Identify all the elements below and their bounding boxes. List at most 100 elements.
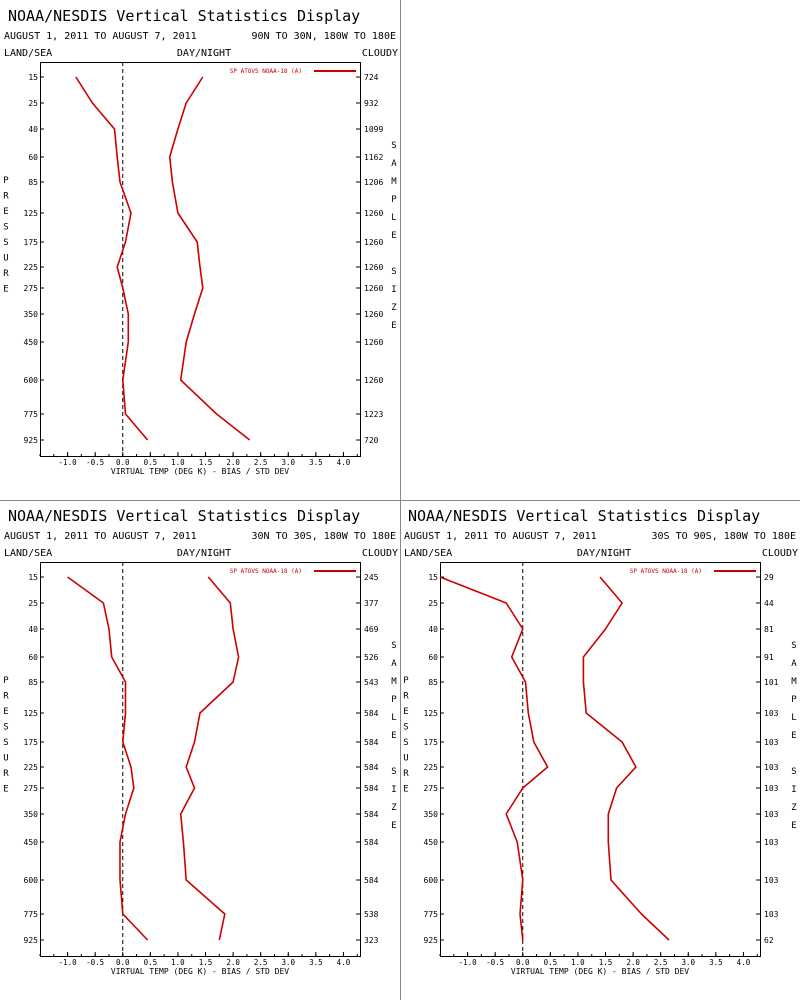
- sample-size-label: 103: [764, 910, 779, 919]
- sample-size-label: 323: [364, 936, 379, 945]
- bias-line: [75, 76, 149, 441]
- sample-size-label: 584: [364, 763, 379, 772]
- x-tick-label: 0.5: [144, 958, 158, 967]
- y-tick-label: 85: [28, 178, 38, 187]
- x-tick-label: 1.0: [171, 458, 185, 467]
- sample-size-axis-letter: M: [391, 177, 397, 187]
- y-tick-label: 175: [24, 238, 39, 247]
- y-tick-label: 275: [24, 284, 39, 293]
- pressure-axis-letter: E: [3, 285, 8, 295]
- x-tick-label: 3.5: [309, 458, 323, 467]
- x-tick-label: 4.0: [337, 458, 351, 467]
- pressure-axis-letter: U: [3, 254, 8, 264]
- sample-size-label: 1162: [364, 153, 383, 162]
- x-tick-label: -0.5: [86, 958, 104, 967]
- x-tick-label: 3.5: [309, 958, 323, 967]
- pressure-axis-letter: P: [3, 676, 9, 686]
- sample-size-axis-letter: P: [391, 195, 397, 205]
- x-tick-label: 0.0: [116, 958, 130, 967]
- sample-size-label: 81: [764, 625, 774, 634]
- pressure-axis-letter: S: [403, 723, 408, 733]
- region-label: 30S TO 90S, 180W TO 180E: [652, 531, 797, 542]
- std-dev-line: [179, 576, 240, 941]
- pressure-axis-letter: S: [3, 223, 8, 233]
- x-tick-label: -0.5: [86, 458, 104, 467]
- y-tick-label: 350: [24, 310, 39, 319]
- sample-size-axis-letter: Z: [791, 803, 797, 813]
- sample-size-axis-letter: A: [391, 159, 397, 169]
- std-dev-line: [168, 76, 251, 441]
- y-tick-label: 175: [24, 738, 39, 747]
- sample-size-label: 538: [364, 910, 379, 919]
- sample-size-label: 62: [764, 936, 774, 945]
- x-tick-label: 1.5: [599, 958, 613, 967]
- x-tick-label: -1.0: [59, 458, 78, 467]
- x-axis-label: VIRTUAL TEMP (DEG K) - BIAS / STD DEV: [511, 967, 689, 976]
- panel-2: NOAA/NESDIS Vertical Statistics Display A…: [3, 507, 398, 976]
- sample-size-axis-letter: Z: [391, 803, 397, 813]
- x-tick-label: 3.0: [282, 458, 296, 467]
- panels: NOAA/NESDIS Vertical Statistics Display A…: [3, 7, 798, 976]
- panel-title: NOAA/NESDIS Vertical Statistics Display: [408, 507, 760, 525]
- sample-size-axis-letter: S: [791, 767, 796, 777]
- x-tick-label: -1.0: [59, 958, 78, 967]
- y-tick-label: 275: [424, 784, 439, 793]
- x-tick-label: 4.0: [737, 958, 751, 967]
- sample-size-label: 1260: [364, 263, 383, 272]
- pressure-axis-letter: S: [403, 738, 408, 748]
- sample-size-label: 29: [764, 573, 774, 582]
- sample-size-label: 1260: [364, 338, 383, 347]
- x-tick-label: 4.0: [337, 958, 351, 967]
- y-tick-label: 925: [424, 936, 439, 945]
- sample-size-axis-letter: M: [391, 677, 397, 687]
- sample-size-label: 103: [764, 876, 779, 885]
- sample-size-label: 1223: [364, 410, 383, 419]
- pressure-axis-letter: P: [403, 676, 409, 686]
- sample-size-axis-letter: E: [391, 821, 396, 831]
- y-tick-label: 40: [28, 625, 38, 634]
- sample-size-label: 584: [364, 876, 379, 885]
- y-tick-label: 125: [24, 209, 39, 218]
- sample-size-label: 1260: [364, 376, 383, 385]
- cloudy-label: CLOUDY: [762, 548, 798, 559]
- sample-size-axis-letter: I: [391, 785, 396, 795]
- sample-size-label: 1260: [364, 284, 383, 293]
- y-tick-label: 350: [24, 810, 39, 819]
- pressure-axis-letter: P: [3, 176, 9, 186]
- y-tick-label: 125: [24, 709, 39, 718]
- sample-size-axis-letter: S: [791, 641, 796, 651]
- pressure-axis-letter: R: [3, 192, 9, 202]
- sample-size-axis-letter: S: [391, 641, 396, 651]
- x-tick-label: 1.0: [171, 958, 185, 967]
- sample-size-label: 724: [364, 73, 379, 82]
- sample-size-label: 103: [764, 784, 779, 793]
- x-tick-label: 3.5: [709, 958, 723, 967]
- panel-3: NOAA/NESDIS Vertical Statistics Display A…: [403, 507, 798, 976]
- x-tick-label: 0.0: [516, 958, 530, 967]
- sample-size-label: 103: [764, 838, 779, 847]
- pressure-axis-letter: R: [403, 769, 409, 779]
- std-dev-line: [582, 576, 670, 941]
- sample-size-label: 1260: [364, 310, 383, 319]
- sample-size-label: 103: [764, 763, 779, 772]
- region-label: 90N TO 30N, 180W TO 180E: [252, 31, 397, 42]
- y-tick-label: 600: [424, 876, 439, 885]
- legend-label: SP ATOVS NOAA-18 (A): [630, 568, 702, 575]
- sample-size-axis-letter: A: [791, 659, 797, 669]
- y-tick-label: 450: [24, 338, 39, 347]
- panel-title: NOAA/NESDIS Vertical Statistics Display: [8, 7, 360, 25]
- y-tick-label: 85: [28, 678, 38, 687]
- pressure-axis-letter: E: [3, 207, 8, 217]
- sample-size-label: 1260: [364, 209, 383, 218]
- y-tick-label: 25: [28, 599, 38, 608]
- sample-size-label: 526: [364, 653, 379, 662]
- sample-size-axis-letter: I: [391, 285, 396, 295]
- y-tick-label: 925: [24, 936, 39, 945]
- land-sea-label: LAND/SEA: [404, 548, 452, 559]
- sample-size-label: 584: [364, 709, 379, 718]
- y-tick-label: 775: [24, 410, 39, 419]
- sample-size-label: 103: [764, 738, 779, 747]
- y-tick-label: 60: [428, 653, 438, 662]
- sample-size-axis-letter: L: [391, 713, 396, 723]
- date-range: AUGUST 1, 2011 TO AUGUST 7, 2011: [4, 531, 197, 542]
